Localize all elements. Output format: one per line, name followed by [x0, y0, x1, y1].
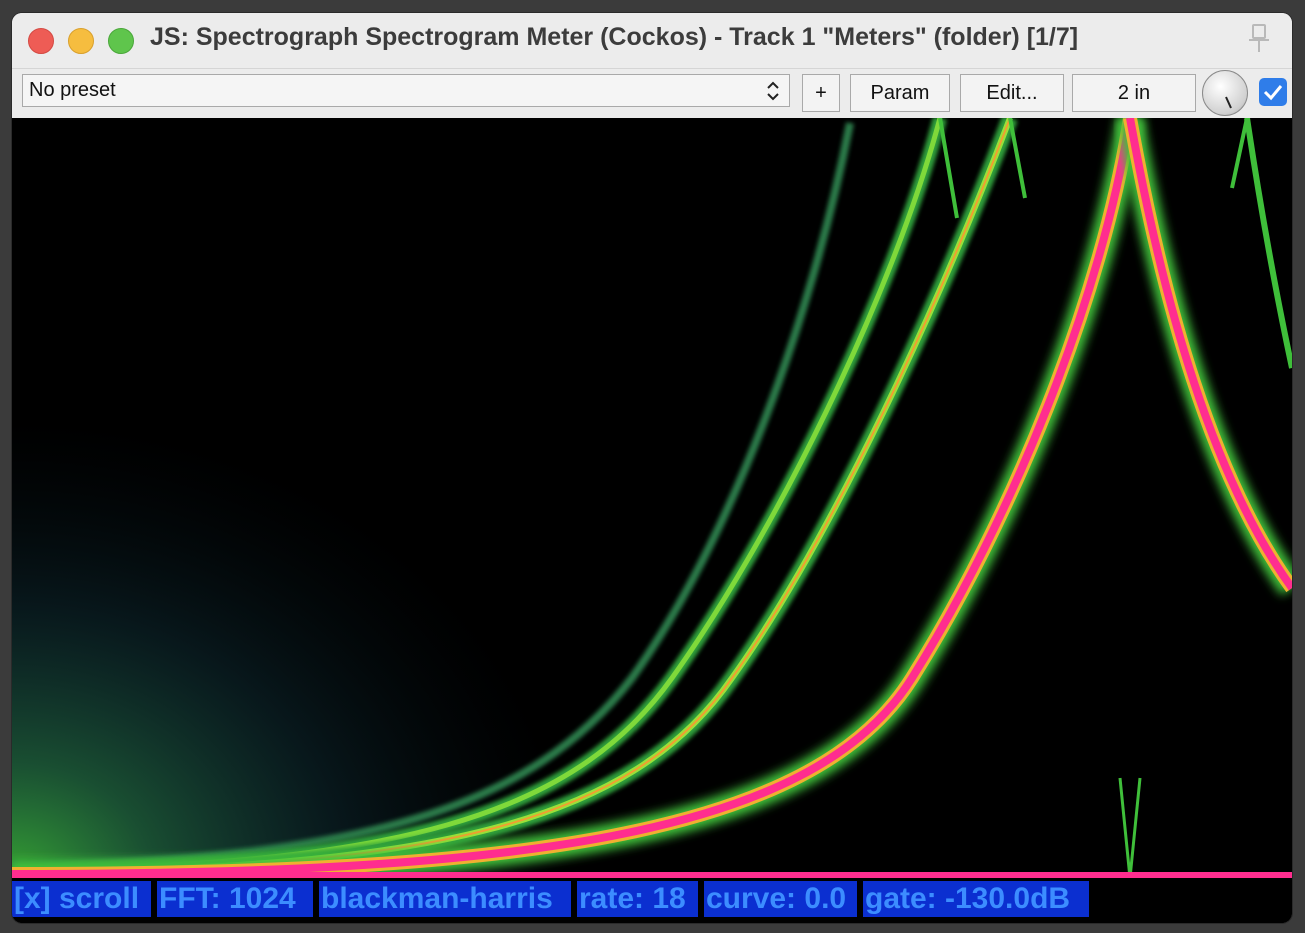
scroll-toggle[interactable]: [x] scroll: [12, 881, 151, 917]
status-bar: [x] scroll FFT: 1024 blackman-harris rat…: [12, 878, 1292, 923]
minimize-window-button[interactable]: [68, 28, 94, 54]
gate-setting[interactable]: gate: -130.0dB: [863, 881, 1089, 917]
plugin-toolbar: No preset + Param Edit... 2 in: [12, 68, 1292, 119]
fundamental-reflection: [1117, 118, 1292, 596]
maximize-window-button[interactable]: [108, 28, 134, 54]
spectrogram-canvas: [12, 118, 1292, 878]
checkmark-icon: [1263, 85, 1283, 101]
preset-select[interactable]: No preset: [22, 74, 790, 107]
edit-button[interactable]: Edit...: [960, 74, 1064, 112]
plugin-window: JS: Spectrograph Spectrogram Meter (Cock…: [12, 13, 1292, 923]
param-button[interactable]: Param: [850, 74, 950, 112]
io-button[interactable]: 2 in: [1072, 74, 1196, 112]
knob-indicator: [1225, 96, 1232, 109]
window-function-setting[interactable]: blackman-harris: [319, 881, 571, 917]
fundamental-sweep: [12, 118, 1143, 878]
pin-icon[interactable]: [1242, 21, 1276, 55]
low-frequency-noise: [12, 418, 572, 878]
baseline-band: [12, 872, 1292, 878]
window-title: JS: Spectrograph Spectrogram Meter (Cock…: [150, 23, 1079, 51]
spectrogram-display[interactable]: [x] scroll FFT: 1024 blackman-harris rat…: [12, 118, 1292, 923]
add-preset-button[interactable]: +: [802, 74, 840, 112]
wet-knob[interactable]: [1202, 70, 1248, 116]
updown-chevron-icon: [767, 81, 779, 101]
fft-size-setting[interactable]: FFT: 1024: [157, 881, 313, 917]
close-window-button[interactable]: [28, 28, 54, 54]
preset-value: No preset: [29, 79, 116, 101]
curve-setting[interactable]: curve: 0.0: [704, 881, 857, 917]
alias-reflections: [938, 118, 1292, 878]
bypass-checkbox[interactable]: [1259, 78, 1287, 106]
sweep-harmonic-faint: [12, 122, 854, 870]
rate-setting[interactable]: rate: 18: [577, 881, 698, 917]
title-bar[interactable]: JS: Spectrograph Spectrogram Meter (Cock…: [12, 13, 1292, 68]
